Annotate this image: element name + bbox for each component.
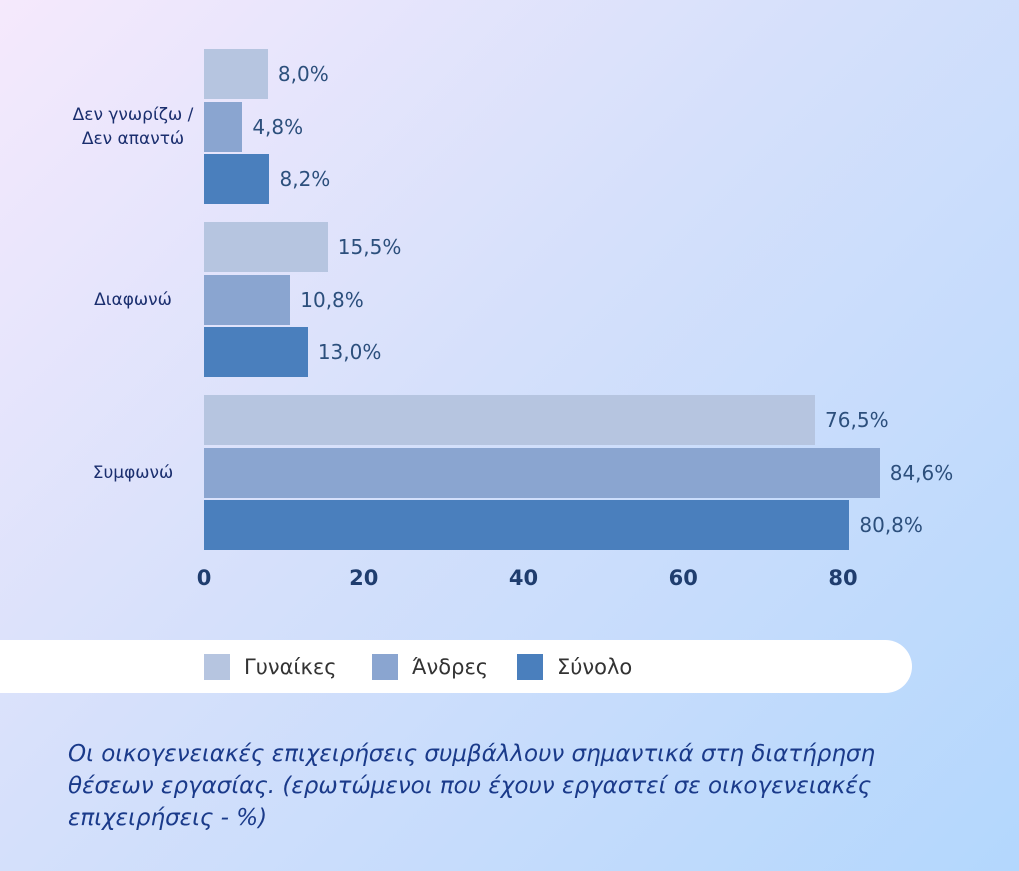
x-tick-label: 80 xyxy=(828,566,858,590)
legend-label: Γυναίκες xyxy=(244,655,337,679)
value-label: 76,5% xyxy=(825,408,889,432)
value-label: 84,6% xyxy=(889,460,954,485)
legend xyxy=(0,640,912,693)
value-label: 13,0% xyxy=(317,340,382,364)
legend-swatch xyxy=(517,654,543,680)
value-label: 8,2% xyxy=(279,167,331,191)
value-label: 80,8% xyxy=(859,513,923,537)
bar xyxy=(204,49,268,99)
x-tick-label: 40 xyxy=(508,566,539,590)
value-label: 15,5% xyxy=(337,235,402,259)
x-tick-label: 20 xyxy=(349,566,379,590)
bar xyxy=(204,327,308,377)
legend-label: Σύνολο xyxy=(557,655,633,679)
chart-title: Οι οικογενειακές επιχειρήσεις συμβάλλουν… xyxy=(68,741,876,831)
category-label: Συμφωνώ xyxy=(92,462,174,483)
value-label: 4,8% xyxy=(252,114,304,139)
legend-swatch xyxy=(204,654,230,680)
value-label: 8,0% xyxy=(277,62,329,86)
x-tick-label: 60 xyxy=(668,566,698,590)
bar xyxy=(204,395,816,445)
category-label: Δεν γνωρίζω / Δεν απαντώ xyxy=(72,104,194,149)
bar xyxy=(204,101,243,152)
bar xyxy=(204,274,291,325)
legend-swatch xyxy=(372,654,398,680)
bar xyxy=(204,154,270,204)
legend-label: Άνδρες xyxy=(412,655,489,679)
value-label: 10,8% xyxy=(300,287,364,312)
category-label: Διαφωνώ xyxy=(94,289,172,310)
bar xyxy=(204,222,328,272)
bar xyxy=(204,500,850,550)
x-tick-label: 0 xyxy=(196,566,212,590)
bar xyxy=(204,447,880,498)
